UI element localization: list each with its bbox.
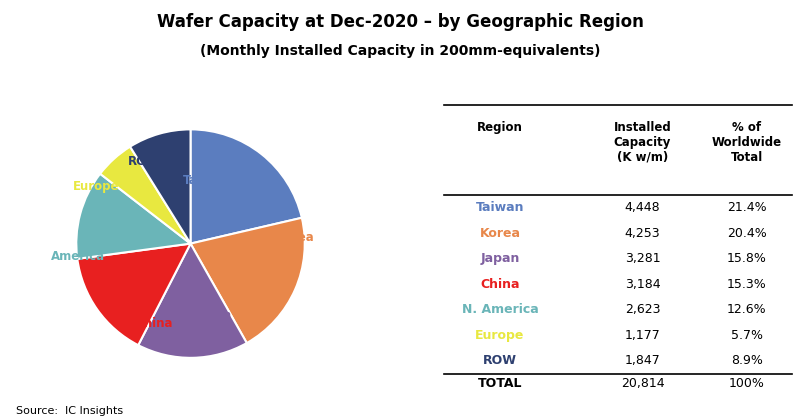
Text: Installed
Capacity
(K w/m): Installed Capacity (K w/m) — [614, 121, 671, 164]
Text: N. America: N. America — [462, 303, 538, 316]
Text: 2,623: 2,623 — [625, 303, 660, 316]
Text: 1,847: 1,847 — [625, 354, 660, 367]
Text: 15.8%: 15.8% — [727, 252, 766, 265]
Wedge shape — [190, 129, 302, 244]
Wedge shape — [130, 129, 190, 244]
Text: Region: Region — [477, 121, 523, 134]
Wedge shape — [76, 174, 190, 259]
Text: Japan: Japan — [195, 309, 232, 322]
Text: 20,814: 20,814 — [621, 377, 664, 390]
Text: Japan: Japan — [480, 252, 520, 265]
Text: Source:  IC Insights: Source: IC Insights — [16, 406, 123, 416]
Text: Taiwan: Taiwan — [182, 174, 228, 187]
Text: 15.3%: 15.3% — [727, 278, 766, 291]
Text: ROW: ROW — [127, 155, 160, 168]
Text: Wafer Capacity at Dec-2020 – by Geographic Region: Wafer Capacity at Dec-2020 – by Geograph… — [157, 13, 643, 31]
Text: Europe: Europe — [73, 180, 120, 193]
Text: Korea: Korea — [479, 227, 521, 240]
Text: ROW: ROW — [483, 354, 517, 367]
Text: 20.4%: 20.4% — [727, 227, 766, 240]
Text: 12.6%: 12.6% — [727, 303, 766, 316]
Text: Europe: Europe — [475, 329, 525, 342]
Wedge shape — [100, 147, 190, 244]
Text: China: China — [480, 278, 520, 291]
Wedge shape — [138, 244, 246, 358]
Text: N.
America: N. America — [50, 235, 105, 263]
Wedge shape — [190, 218, 305, 343]
Text: 4,253: 4,253 — [625, 227, 660, 240]
Wedge shape — [78, 244, 190, 345]
Text: 8.9%: 8.9% — [731, 354, 762, 367]
Text: 4,448: 4,448 — [625, 202, 660, 214]
Text: Taiwan: Taiwan — [476, 202, 524, 214]
Text: TOTAL: TOTAL — [478, 377, 522, 390]
Text: % of
Worldwide
Total: % of Worldwide Total — [712, 121, 782, 164]
Text: 3,184: 3,184 — [625, 278, 660, 291]
Text: Korea: Korea — [276, 231, 315, 244]
Text: China: China — [135, 317, 173, 330]
Text: 1,177: 1,177 — [625, 329, 660, 342]
Text: 21.4%: 21.4% — [727, 202, 766, 214]
Text: 3,281: 3,281 — [625, 252, 660, 265]
Text: (Monthly Installed Capacity in 200mm-equivalents): (Monthly Installed Capacity in 200mm-equ… — [200, 44, 600, 58]
Text: 5.7%: 5.7% — [731, 329, 763, 342]
Text: 100%: 100% — [729, 377, 765, 390]
